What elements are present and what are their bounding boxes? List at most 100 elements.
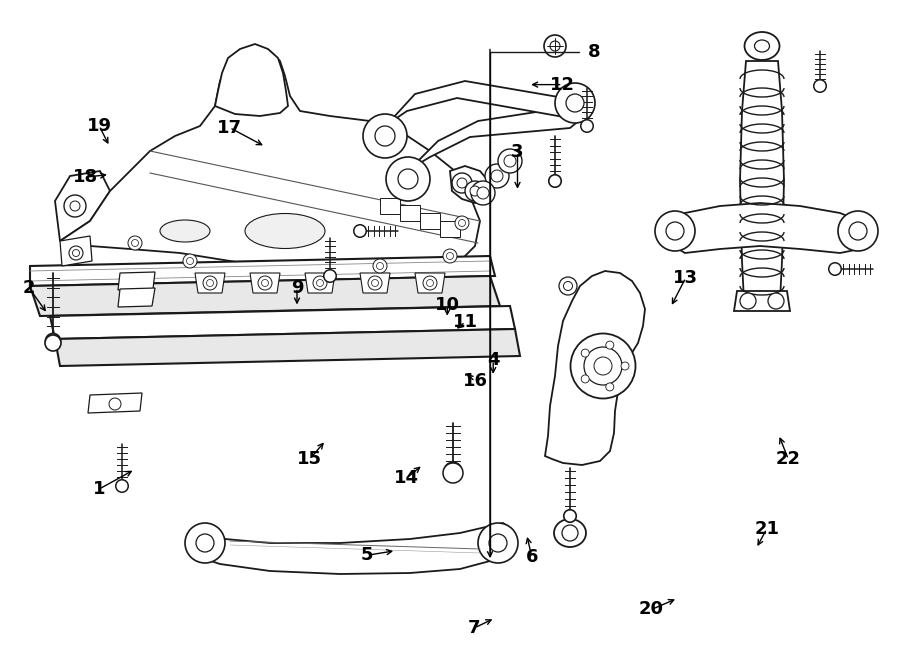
Text: 2: 2 — [22, 278, 35, 297]
Polygon shape — [195, 273, 225, 293]
Ellipse shape — [559, 277, 577, 295]
Ellipse shape — [563, 510, 576, 522]
Ellipse shape — [768, 293, 784, 309]
Ellipse shape — [372, 280, 379, 286]
Ellipse shape — [465, 181, 485, 201]
Ellipse shape — [131, 239, 139, 247]
Ellipse shape — [606, 383, 614, 391]
Ellipse shape — [128, 236, 142, 250]
Text: 13: 13 — [673, 268, 698, 287]
Ellipse shape — [196, 534, 214, 552]
Ellipse shape — [563, 282, 572, 290]
Ellipse shape — [423, 276, 437, 290]
Polygon shape — [118, 288, 155, 307]
Ellipse shape — [485, 164, 509, 188]
Text: 18: 18 — [73, 168, 98, 186]
Ellipse shape — [489, 534, 507, 552]
Ellipse shape — [354, 225, 366, 237]
Ellipse shape — [581, 375, 590, 383]
Ellipse shape — [470, 186, 480, 196]
Ellipse shape — [562, 525, 578, 541]
Polygon shape — [734, 291, 790, 311]
Text: 1: 1 — [93, 480, 105, 498]
Text: 17: 17 — [217, 118, 242, 137]
Polygon shape — [118, 272, 155, 290]
Ellipse shape — [455, 216, 469, 230]
Ellipse shape — [109, 398, 121, 410]
Polygon shape — [380, 198, 400, 214]
Text: 3: 3 — [511, 143, 524, 161]
Ellipse shape — [566, 94, 584, 112]
Ellipse shape — [814, 80, 826, 93]
Ellipse shape — [849, 222, 867, 240]
Ellipse shape — [386, 157, 430, 201]
Polygon shape — [50, 306, 515, 339]
Ellipse shape — [116, 480, 128, 492]
Ellipse shape — [203, 276, 217, 290]
Text: 14: 14 — [394, 469, 419, 487]
Text: 21: 21 — [754, 520, 779, 538]
Polygon shape — [250, 273, 280, 293]
Ellipse shape — [363, 114, 407, 158]
Text: 9: 9 — [291, 278, 303, 297]
Polygon shape — [668, 203, 868, 253]
Ellipse shape — [571, 334, 635, 399]
Ellipse shape — [829, 263, 842, 275]
Ellipse shape — [544, 35, 566, 57]
Polygon shape — [740, 61, 784, 301]
Ellipse shape — [398, 169, 418, 189]
Polygon shape — [545, 271, 645, 465]
Ellipse shape — [471, 181, 495, 205]
Ellipse shape — [317, 280, 323, 286]
Ellipse shape — [427, 280, 434, 286]
Ellipse shape — [581, 349, 590, 357]
Polygon shape — [400, 205, 420, 221]
Polygon shape — [193, 523, 513, 574]
Ellipse shape — [245, 214, 325, 249]
Polygon shape — [60, 236, 92, 266]
Polygon shape — [55, 171, 110, 241]
Text: 7: 7 — [468, 619, 481, 637]
Ellipse shape — [443, 249, 457, 263]
Ellipse shape — [498, 149, 522, 173]
Ellipse shape — [504, 155, 516, 167]
Ellipse shape — [206, 280, 213, 286]
Ellipse shape — [258, 276, 272, 290]
Ellipse shape — [655, 211, 695, 251]
Text: 11: 11 — [453, 313, 478, 331]
Text: 15: 15 — [297, 450, 322, 469]
Polygon shape — [415, 273, 445, 293]
Text: 12: 12 — [550, 75, 575, 94]
Ellipse shape — [606, 341, 614, 349]
Ellipse shape — [666, 222, 684, 240]
Ellipse shape — [584, 347, 622, 385]
Ellipse shape — [554, 519, 586, 547]
Ellipse shape — [160, 220, 210, 242]
Polygon shape — [30, 256, 495, 286]
Ellipse shape — [452, 173, 472, 193]
Ellipse shape — [375, 126, 395, 146]
Polygon shape — [379, 81, 580, 141]
Polygon shape — [400, 106, 587, 184]
Polygon shape — [305, 273, 335, 293]
Ellipse shape — [445, 462, 462, 480]
Polygon shape — [30, 276, 500, 316]
Ellipse shape — [183, 254, 197, 268]
Text: 5: 5 — [361, 546, 374, 564]
Ellipse shape — [373, 259, 387, 273]
Ellipse shape — [621, 362, 629, 370]
Ellipse shape — [838, 211, 878, 251]
Text: 19: 19 — [86, 116, 112, 135]
Text: 22: 22 — [776, 450, 801, 469]
Ellipse shape — [744, 32, 779, 60]
Ellipse shape — [262, 280, 268, 286]
Polygon shape — [55, 329, 520, 366]
Ellipse shape — [46, 334, 60, 348]
Ellipse shape — [740, 293, 756, 309]
Text: 4: 4 — [487, 351, 500, 369]
Polygon shape — [440, 221, 460, 237]
Ellipse shape — [185, 523, 225, 563]
Ellipse shape — [457, 178, 467, 188]
Ellipse shape — [754, 40, 770, 52]
Polygon shape — [360, 273, 390, 293]
